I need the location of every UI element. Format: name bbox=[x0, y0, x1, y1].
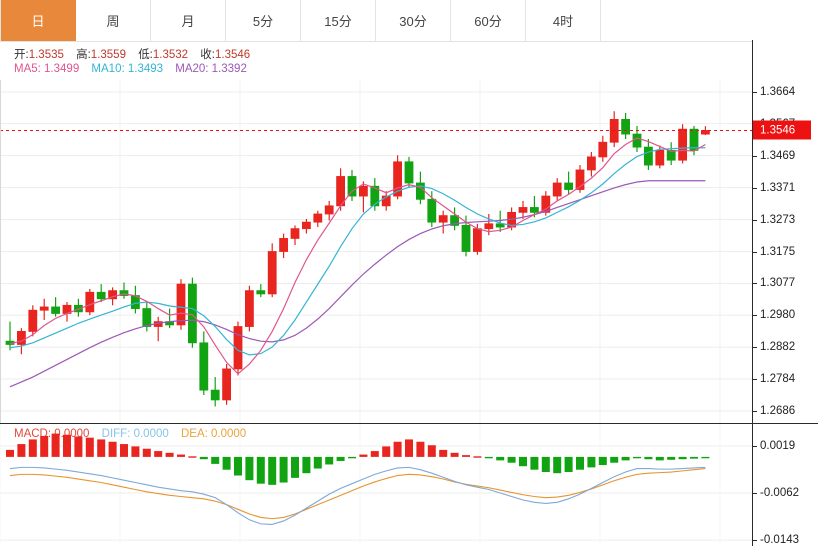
tab-60min[interactable]: 60分 bbox=[451, 0, 526, 41]
timeframe-tabbar: 日 周 月 5分 15分 30分 60分 4时 bbox=[0, 0, 818, 42]
low-label: 低: bbox=[138, 49, 153, 61]
price-axis: 1.36641.35671.34691.33711.32731.31751.30… bbox=[752, 40, 818, 424]
quote-info-panel: 开:1.3535 高:1.3559 低:1.3532 收:1.3546 MA5:… bbox=[0, 41, 818, 81]
tabbar-filler bbox=[601, 0, 818, 41]
open-label: 开: bbox=[14, 49, 29, 61]
high-value: 1.3559 bbox=[90, 49, 126, 61]
macd-tick bbox=[752, 445, 757, 447]
price-tick bbox=[752, 155, 757, 157]
tab-label: 5分 bbox=[252, 14, 274, 29]
dea-legend: DEA: 0.0000 bbox=[180, 428, 247, 440]
price-tick bbox=[752, 347, 757, 349]
ma10-legend: MA10: 1.3493 bbox=[91, 63, 164, 75]
low-value: 1.3532 bbox=[152, 49, 189, 61]
tab-label: 15分 bbox=[324, 14, 352, 29]
ma-legend-row: MA5: 1.3499 MA10: 1.3493 MA20: 1.3392 bbox=[14, 63, 247, 75]
tab-day[interactable]: 日 bbox=[0, 0, 76, 41]
tab-label: 60分 bbox=[474, 14, 502, 29]
diff-legend: DIFF: 0.0000 bbox=[101, 428, 169, 440]
macd-axis: 0.0019 -0.0062 -0.0143 bbox=[752, 424, 818, 546]
tab-30min[interactable]: 30分 bbox=[376, 0, 451, 41]
price-tick-label: 1.3273 bbox=[760, 213, 796, 226]
tab-label: 4时 bbox=[552, 14, 574, 29]
price-tick-label: 1.3371 bbox=[760, 181, 796, 194]
price-tick-label: 1.3175 bbox=[760, 245, 796, 258]
price-tick-label: 1.2784 bbox=[760, 373, 796, 386]
price-tick bbox=[752, 411, 757, 412]
close-label: 收: bbox=[200, 49, 215, 61]
price-tick-label: 1.3664 bbox=[760, 86, 796, 98]
tab-4hour[interactable]: 4时 bbox=[526, 0, 601, 41]
price-left-border bbox=[0, 80, 1, 423]
macd-tick bbox=[752, 493, 757, 494]
tab-15min[interactable]: 15分 bbox=[301, 0, 376, 41]
price-tick bbox=[752, 283, 757, 285]
macd-tick-label: 0.0019 bbox=[760, 439, 796, 452]
price-tick-label: 1.3469 bbox=[760, 149, 796, 162]
current-price-label: 1.3546 bbox=[760, 124, 796, 137]
macd-chart[interactable] bbox=[0, 424, 752, 546]
tab-label: 周 bbox=[106, 14, 120, 29]
price-tick-label: 1.2980 bbox=[760, 309, 796, 322]
tab-label: 30分 bbox=[399, 14, 427, 29]
macd-tick bbox=[752, 540, 757, 542]
ohlc-row: 开:1.3535 高:1.3559 低:1.3532 收:1.3546 bbox=[14, 46, 250, 62]
tab-month[interactable]: 月 bbox=[151, 0, 226, 41]
macd-canvas bbox=[0, 424, 752, 546]
price-tick bbox=[752, 219, 757, 221]
ma20-legend: MA20: 1.3392 bbox=[175, 63, 247, 75]
price-tick bbox=[752, 92, 757, 93]
pane-divider bbox=[0, 423, 818, 424]
macd-tick-label: -0.0143 bbox=[760, 534, 800, 546]
price-tick bbox=[752, 379, 757, 381]
close-value: 1.3546 bbox=[214, 49, 251, 61]
price-tick bbox=[752, 315, 757, 317]
macd-tick-label: -0.0062 bbox=[760, 487, 800, 499]
tab-label: 月 bbox=[181, 14, 195, 29]
price-tick-label: 1.2686 bbox=[760, 405, 796, 417]
candlestick-canvas bbox=[0, 80, 752, 423]
open-value: 1.3535 bbox=[28, 49, 64, 61]
tab-week[interactable]: 周 bbox=[76, 0, 151, 41]
candlestick-chart[interactable] bbox=[0, 80, 752, 423]
high-label: 高: bbox=[76, 49, 91, 61]
macd-axis-line bbox=[752, 424, 753, 546]
price-tick-label: 1.2882 bbox=[760, 341, 796, 354]
price-tick-label: 1.3077 bbox=[760, 277, 796, 290]
tab-label: 日 bbox=[31, 14, 45, 29]
ma5-legend: MA5: 1.3499 bbox=[14, 63, 80, 75]
tab-5min[interactable]: 5分 bbox=[226, 0, 301, 41]
price-tick bbox=[752, 187, 757, 189]
price-tick bbox=[752, 251, 757, 253]
current-price-tag: 1.3546 bbox=[753, 120, 811, 140]
price-axis-line bbox=[752, 40, 753, 424]
